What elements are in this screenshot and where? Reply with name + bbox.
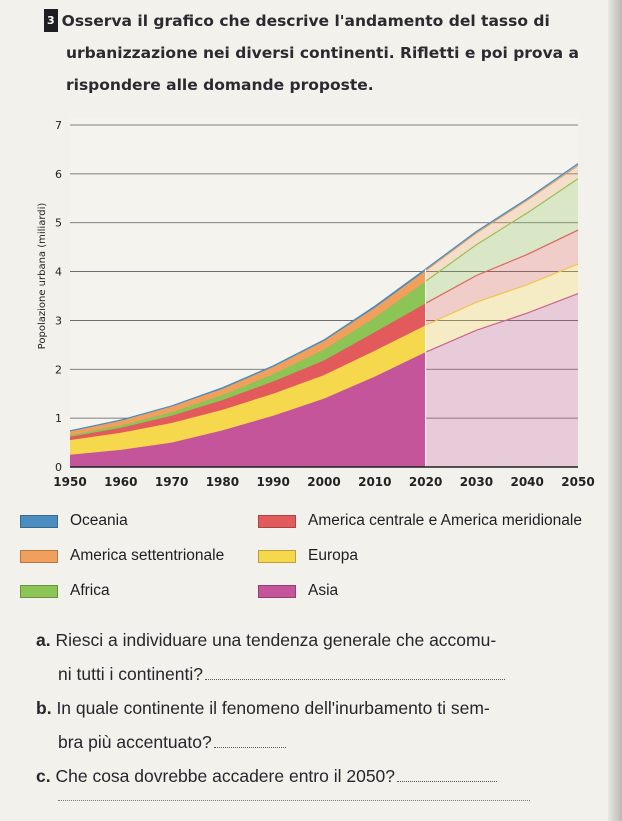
legend-item-america-centrale-meridionale: America centrale e America meridionale	[258, 512, 582, 530]
x-tick-label-1950: 1950	[53, 475, 86, 489]
question-c-letter: c.	[36, 766, 51, 786]
area-series-europa	[70, 325, 426, 455]
urban-population-chart: 0 1 2 3 4 5 6 7 1950 1960 1970 1980 1990 2000 2010 2020…	[37, 117, 595, 489]
y-tick-label-7: 7	[55, 119, 62, 132]
question-b-text-1: In quale continente il fenomeno dell'inu…	[56, 698, 490, 718]
x-tick-label-1960: 1960	[104, 475, 137, 489]
answer-field-c[interactable]	[397, 767, 498, 782]
x-tick-label-2020: 2020	[409, 475, 442, 489]
question-a-line-2: ni tutti i continenti?	[58, 664, 505, 685]
area-projection-europa	[425, 264, 578, 353]
line-series-oceania	[69, 163, 579, 432]
question-b-line-1: b. In quale continente il fenomeno dell'…	[36, 698, 490, 719]
legend-label-africa: Africa	[70, 582, 110, 599]
intro-line-1: 3 Osserva il grafico che descrive l'andam…	[44, 9, 550, 33]
y-tick-label-0: 0	[55, 461, 62, 474]
question-b-letter: b.	[36, 698, 52, 718]
legend-label-asia: Asia	[308, 582, 339, 599]
y-axis-label: Popolazione urbana (miliardi)	[37, 203, 48, 350]
legend-label-america-settentrionale: America settentrionale	[70, 547, 225, 564]
area-projection-africa	[425, 178, 578, 304]
page-edge	[608, 0, 622, 821]
question-c-text-1: Che cosa dovrebbe accadere entro il 2050…	[55, 766, 396, 786]
legend-swatch-america-settentrionale	[20, 549, 58, 563]
legend-swatch-asia	[258, 584, 296, 598]
intro-line-2: urbanizzazione nei diversi continenti. R…	[66, 44, 579, 62]
area-series-asia	[70, 352, 426, 467]
legend-item-asia: Asia	[258, 582, 338, 600]
x-tick-label-1980: 1980	[206, 475, 239, 489]
question-a-text-1: Riesci a individuare una tendenza genera…	[55, 630, 497, 650]
answer-field-b[interactable]	[213, 733, 286, 748]
x-tick-label-2040: 2040	[510, 475, 543, 489]
answer-line-c-extra[interactable]	[58, 800, 530, 801]
question-a-text-2: ni tutti i continenti?	[58, 664, 203, 684]
legend-item-africa: Africa	[20, 582, 110, 600]
x-tick-label-2030: 2030	[460, 475, 493, 489]
legend-label-america-centrale-meridionale: America centrale e America meridionale	[308, 512, 582, 529]
intro-text-1: Osserva il grafico che descrive l'andame…	[61, 12, 550, 30]
legend-label-oceania: Oceania	[70, 512, 128, 529]
y-tick-label-5: 5	[55, 217, 62, 230]
y-tick-label-6: 6	[55, 168, 62, 181]
x-tick-label-1970: 1970	[155, 475, 188, 489]
y-tick-label-1: 1	[55, 412, 62, 425]
legend-item-europa: Europa	[258, 547, 358, 565]
answer-field-a[interactable]	[204, 665, 505, 680]
area-projection-america-centrale-e-america-meridionale	[425, 230, 578, 326]
legend-label-europa: Europa	[308, 547, 358, 564]
x-tick-label-2050: 2050	[561, 475, 594, 489]
y-tick-label-2: 2	[55, 363, 62, 376]
question-b-line-2: bra più accentuato?	[58, 732, 286, 753]
legend-swatch-africa	[20, 584, 58, 598]
y-tick-label-3: 3	[55, 314, 62, 327]
legend-item-oceania: Oceania	[20, 512, 128, 530]
exercise-number: 3	[44, 9, 58, 32]
x-tick-label-2000: 2000	[307, 475, 340, 489]
question-b-text-2: bra più accentuato?	[58, 732, 212, 752]
question-c-line-1: c. Che cosa dovrebbe accadere entro il 2…	[36, 766, 498, 787]
legend-swatch-america-centrale-meridionale	[258, 514, 296, 528]
legend-swatch-europa	[258, 549, 296, 563]
legend-item-america-settentrionale: America settentrionale	[20, 547, 224, 565]
legend-swatch-oceania	[20, 514, 58, 528]
x-tick-label-1990: 1990	[256, 475, 289, 489]
intro-line-3: rispondere alle domande proposte.	[66, 76, 374, 94]
y-tick-label-4: 4	[55, 266, 62, 279]
area-projection-america-settentrionale	[425, 165, 578, 282]
area-projection-asia	[425, 293, 578, 467]
question-a-line-1: a. Riesci a individuare una tendenza gen…	[36, 630, 496, 651]
x-tick-label-2010: 2010	[358, 475, 391, 489]
question-a-letter: a.	[36, 630, 51, 650]
